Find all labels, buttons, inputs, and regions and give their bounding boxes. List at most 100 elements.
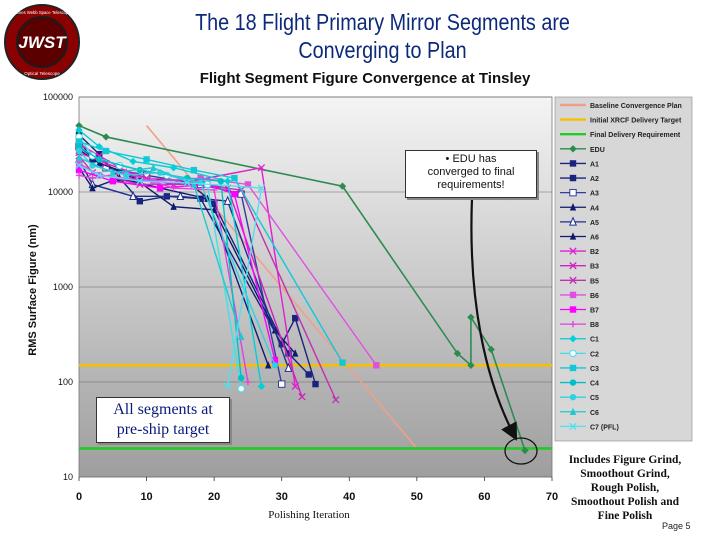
x-tick-label: 60 (478, 491, 490, 503)
x-tick-label: 40 (343, 491, 355, 503)
data-point (170, 202, 177, 210)
data-point (569, 379, 577, 386)
data-point (298, 393, 306, 401)
data-point (223, 382, 232, 391)
data-point (338, 182, 347, 190)
data-point (467, 361, 475, 369)
data-point (109, 177, 116, 185)
legend-label: A5 (590, 220, 599, 227)
data-point (210, 200, 218, 208)
chart-title: Flight Segment Figure Convergence at Tin… (199, 70, 531, 87)
series-c7-pfl (75, 161, 266, 391)
legend-box (554, 96, 693, 442)
data-point (170, 184, 177, 192)
legend-item: A3 (560, 188, 599, 198)
polish-line-1: Includes Figure Grind, (568, 454, 682, 466)
series-line (78, 159, 290, 369)
data-point (569, 145, 577, 153)
x-tick-label: 20 (208, 491, 220, 503)
data-point (332, 396, 340, 404)
data-point (136, 177, 144, 185)
data-point (95, 171, 103, 179)
data-point (569, 262, 577, 270)
data-point (109, 168, 116, 176)
legend-item: A4 (560, 203, 599, 212)
data-point (569, 188, 577, 197)
legend-label: C7 (PFL) (590, 424, 619, 431)
data-point (569, 320, 577, 328)
legend-label: B8 (590, 322, 599, 329)
series-layer (75, 121, 529, 455)
y-tick-label: 1000 (53, 282, 73, 292)
legend-label: C2 (590, 351, 599, 358)
x-axis-label: Polishing Iteration (268, 509, 350, 521)
legend-item: B8 (560, 320, 599, 329)
data-point (305, 371, 312, 378)
x-tick-label: 0 (76, 491, 82, 503)
series-line (78, 169, 276, 361)
legend-item: B7 (560, 306, 599, 315)
edu-bullet: • (445, 153, 450, 165)
data-point (569, 335, 577, 343)
data-point (569, 422, 577, 431)
data-point (75, 153, 83, 161)
data-point (237, 332, 245, 340)
logo-main-text: JWST (18, 33, 67, 52)
data-point (129, 157, 137, 166)
data-point (75, 147, 83, 155)
data-point (373, 362, 380, 369)
data-point (257, 184, 266, 192)
data-point (223, 177, 232, 185)
series-edu (75, 121, 529, 455)
legend-label: A1 (590, 161, 599, 168)
segments-line-2: pre-ship target (116, 421, 210, 438)
data-point (190, 180, 198, 188)
data-point (96, 159, 103, 167)
data-point (265, 361, 272, 369)
legend-label: B3 (590, 264, 599, 271)
legend-item: Final Delivery Requirement (560, 132, 681, 139)
data-point (339, 359, 346, 366)
x-tick-label: 70 (546, 491, 558, 503)
segments-callout: All segments at pre-ship target (96, 397, 230, 443)
legend-item: B6 (560, 291, 599, 300)
slide-title: The 18 Flight Primary Mirror Segments ar… (148, 8, 617, 64)
data-point (569, 306, 577, 313)
data-point (210, 186, 218, 194)
legend-item: A5 (560, 216, 599, 227)
data-point (183, 179, 191, 187)
data-point (569, 393, 577, 401)
data-point (569, 276, 577, 284)
series-c3 (75, 138, 346, 366)
logo-top-text: James Webb Space Telescope (13, 10, 71, 15)
slide-title-line-2: Converging to Plan (298, 37, 467, 63)
data-point (102, 147, 110, 155)
legend-label: A6 (590, 234, 599, 241)
data-point (75, 161, 83, 170)
logo-bottom-text: Optical Telescope (24, 71, 60, 76)
legend-item: A6 (560, 232, 599, 241)
data-point (569, 174, 577, 182)
data-point (569, 247, 577, 255)
data-point (75, 160, 83, 167)
series-line (78, 140, 344, 363)
data-point (244, 378, 252, 386)
edu-callout-arrow (470, 197, 518, 441)
data-point (569, 407, 577, 415)
data-point (278, 380, 286, 388)
legend-item: B2 (560, 247, 599, 256)
data-point (89, 174, 96, 182)
data-point (156, 184, 164, 192)
data-point (257, 164, 266, 172)
segments-line-1: All segments at (113, 401, 213, 418)
data-point (467, 313, 475, 321)
x-tick-label: 10 (140, 491, 152, 503)
y-axis-label: RMS Surface Figure (nm) (27, 224, 39, 356)
data-point (150, 163, 157, 171)
data-point (569, 349, 577, 358)
data-point (96, 156, 103, 163)
polish-line-3: Rough Polish, (590, 482, 660, 494)
series-line (78, 134, 317, 385)
data-point (292, 349, 299, 357)
